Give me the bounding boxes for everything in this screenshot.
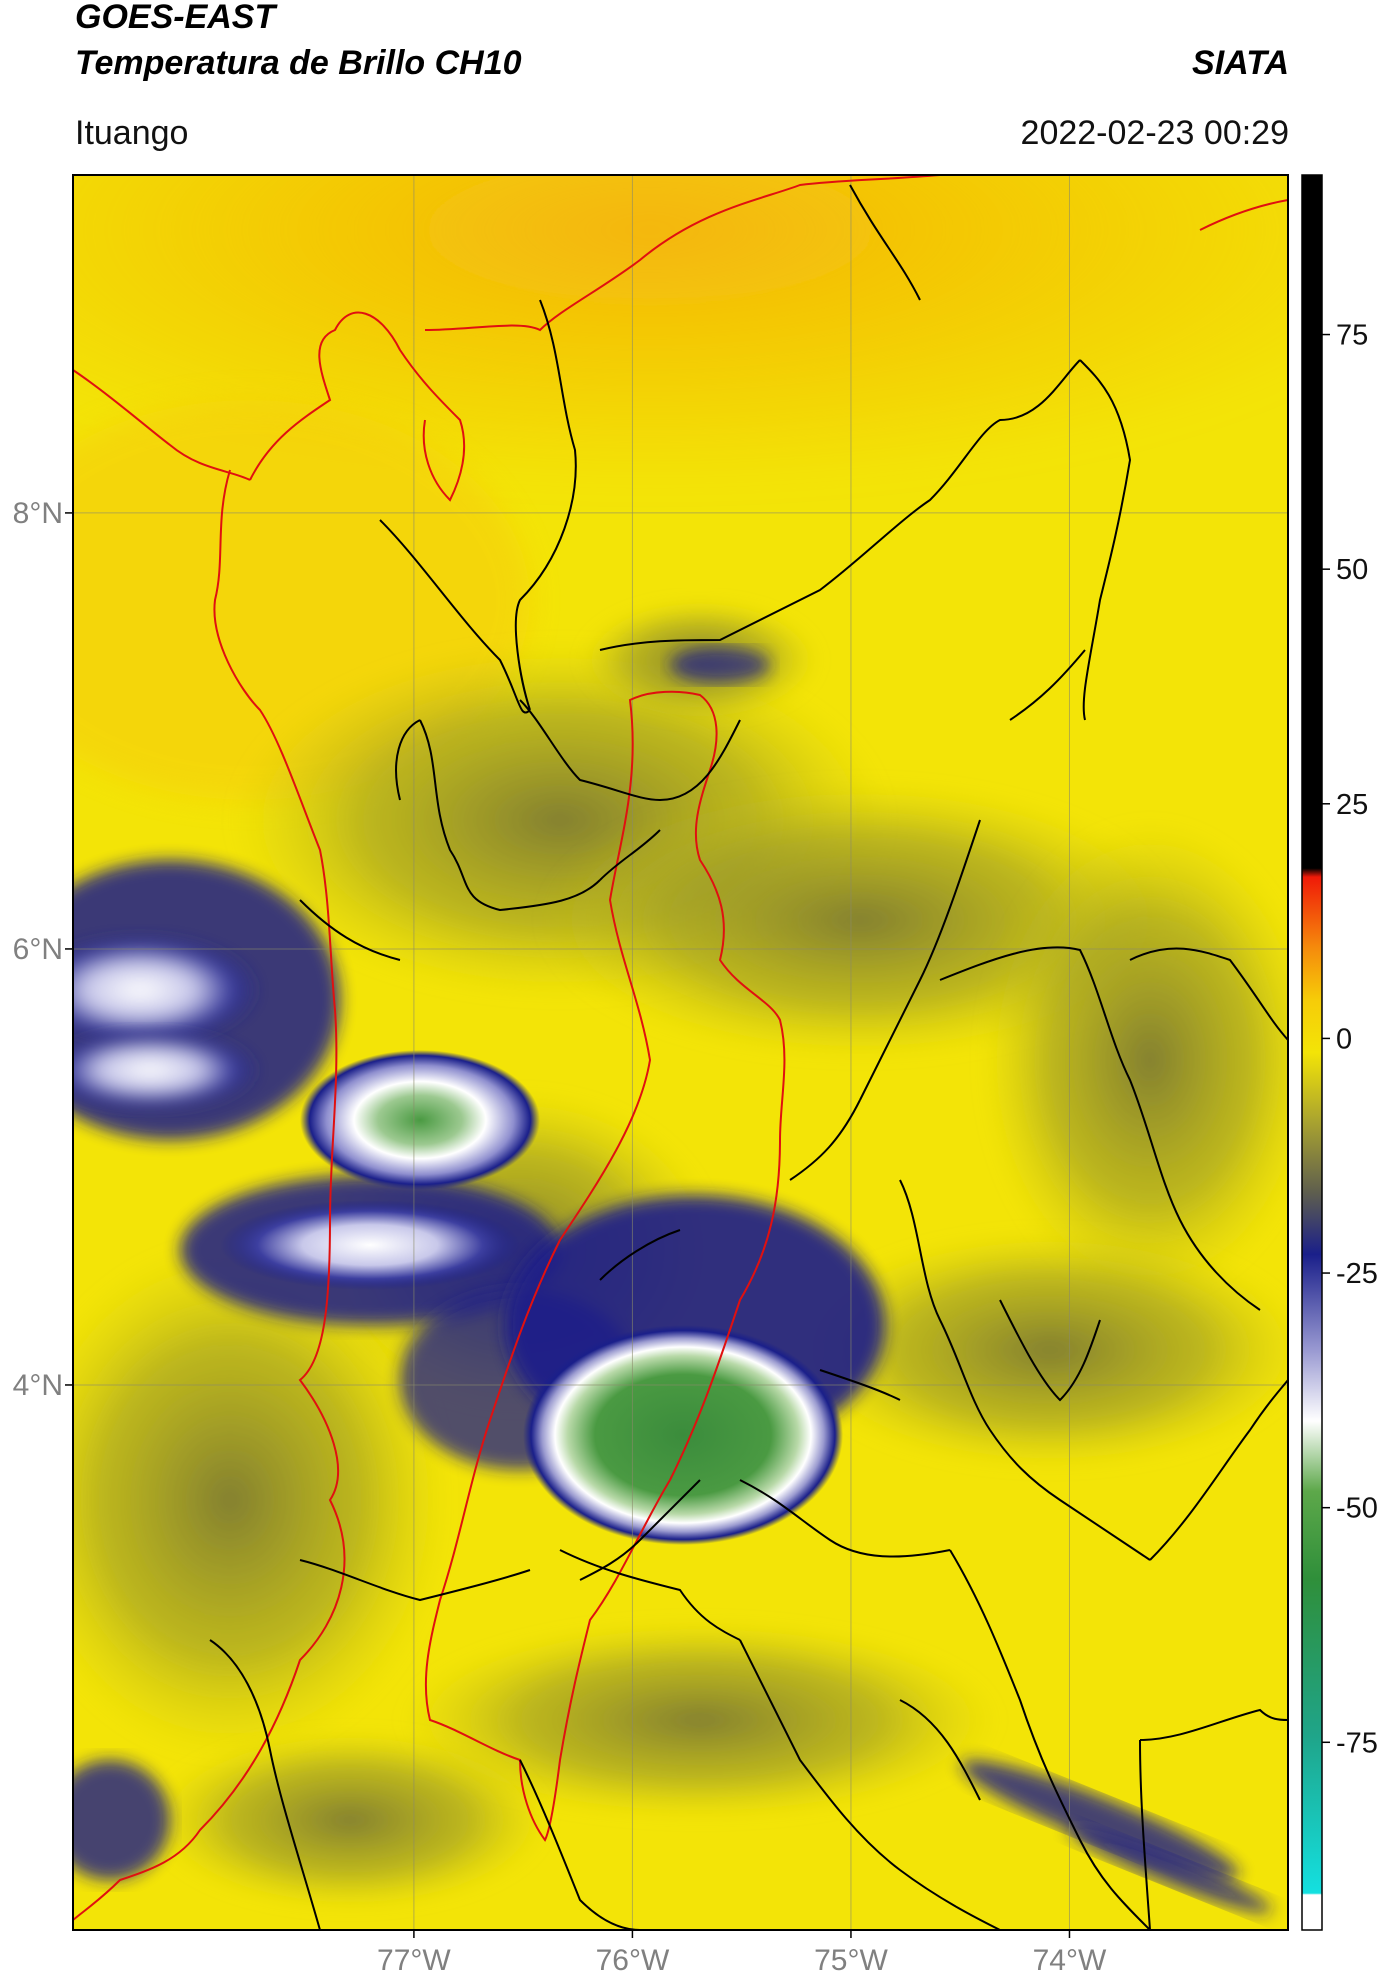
- colorbar: [1301, 174, 1323, 1931]
- lat-tick-label: 6°N: [13, 933, 63, 966]
- lon-tick-label: 77°W: [377, 1944, 451, 1977]
- colorbar-tick-label: -75: [1336, 1727, 1378, 1759]
- lat-tick-label: 8°N: [13, 497, 63, 530]
- colorbar-ticks: 75 50 25 0 -25 -50 -75: [1322, 320, 1378, 1759]
- lon-tick-label: 75°W: [814, 1944, 888, 1977]
- colorbar-tick-label: 25: [1336, 789, 1368, 821]
- coastline: [73, 175, 1288, 1921]
- colorbar-tick-label: 0: [1336, 1023, 1352, 1055]
- admin-boundaries: [209, 184, 1288, 1930]
- gridlines: [73, 175, 1288, 1930]
- map-frame: [72, 174, 1289, 1931]
- colorbar-tick-label: 75: [1336, 320, 1368, 352]
- map-raster: [73, 175, 1288, 1930]
- organization-label: SIATA: [1192, 44, 1289, 82]
- colorbar-tick-label: 50: [1336, 554, 1368, 586]
- lon-tick-label: 76°W: [596, 1944, 670, 1977]
- latitude-ticks: 8°N 6°N 4°N: [13, 497, 73, 1402]
- map-subtitle: Temperatura de Brillo CH10: [75, 44, 522, 82]
- lon-tick-label: 74°W: [1033, 1944, 1107, 1977]
- colorbar-tick-label: -50: [1336, 1493, 1378, 1525]
- location-label: Ituango: [75, 114, 189, 152]
- lat-tick-label: 4°N: [13, 1369, 63, 1402]
- longitude-ticks: 77°W 76°W 75°W 74°W: [377, 1930, 1107, 1977]
- datetime-label: 2022-02-23 00:29: [1020, 114, 1289, 152]
- colorbar-tick-label: -25: [1336, 1258, 1378, 1290]
- map-title: GOES-EAST: [75, 0, 276, 36]
